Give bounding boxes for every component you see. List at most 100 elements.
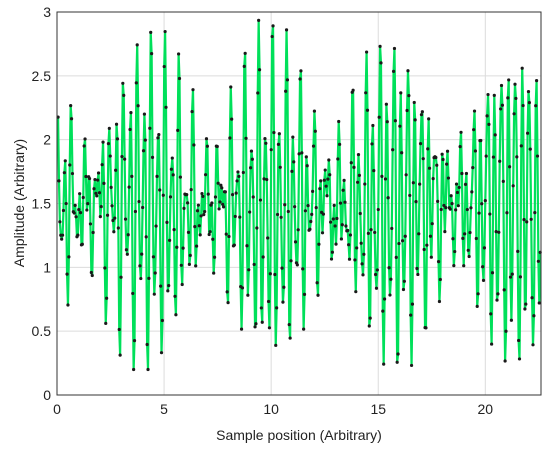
data-point-32 — [85, 208, 89, 212]
data-point-237 — [269, 148, 273, 152]
data-point-59 — [109, 185, 113, 189]
data-point-202 — [238, 215, 242, 219]
data-point-9 — [64, 201, 68, 206]
data-point-491 — [498, 159, 502, 163]
data-point-382 — [400, 151, 404, 155]
data-point-367 — [386, 196, 390, 200]
data-point-509 — [514, 96, 518, 101]
data-point-451 — [462, 264, 466, 268]
data-point-354 — [374, 286, 379, 290]
data-point-482 — [490, 342, 494, 346]
data-point-483 — [490, 271, 495, 275]
data-point-395 — [411, 181, 415, 185]
data-point-88 — [135, 43, 139, 47]
data-point-136 — [178, 175, 182, 179]
data-point-77 — [125, 252, 129, 256]
data-point-434 — [446, 176, 451, 180]
data-point-486 — [493, 133, 497, 137]
data-point-357 — [377, 115, 381, 119]
data-point-199 — [235, 179, 239, 183]
data-point-478 — [486, 92, 490, 97]
data-point-306 — [331, 217, 335, 221]
data-point-353 — [373, 272, 378, 277]
data-point-192 — [229, 85, 233, 89]
data-point-257 — [287, 322, 291, 327]
data-point-475 — [483, 198, 487, 203]
data-point-239 — [271, 24, 275, 28]
data-point-63 — [113, 216, 117, 220]
data-point-503 — [508, 275, 513, 279]
y-tick-label-0: 0 — [43, 387, 51, 403]
data-point-111 — [156, 136, 160, 140]
data-point-429 — [442, 203, 446, 208]
plot-frame — [56, 11, 542, 396]
data-point-70 — [119, 275, 123, 279]
data-point-241 — [273, 272, 277, 277]
y-tick-label-2: 1 — [43, 259, 51, 275]
data-point-498 — [504, 329, 508, 333]
data-point-513 — [517, 357, 522, 361]
data-point-323 — [347, 243, 351, 247]
data-point-24 — [78, 192, 82, 196]
data-point-224 — [257, 68, 262, 72]
data-point-187 — [224, 232, 228, 236]
data-point-331 — [354, 290, 358, 294]
data-point-373 — [391, 69, 396, 73]
data-point-214 — [248, 166, 253, 170]
data-point-37 — [89, 270, 93, 275]
data-point-360 — [380, 174, 384, 178]
data-point-65 — [114, 122, 119, 126]
data-point-218 — [252, 262, 256, 267]
data-point-347 — [368, 316, 372, 320]
data-point-22 — [76, 233, 80, 237]
data-point-83 — [131, 291, 135, 296]
data-point-318 — [342, 178, 346, 182]
data-point-309 — [334, 242, 338, 246]
data-point-133 — [176, 128, 180, 132]
data-point-135 — [177, 76, 182, 81]
data-point-27 — [80, 242, 84, 246]
data-point-336 — [358, 211, 362, 216]
data-point-213 — [248, 210, 252, 214]
data-point-67 — [116, 226, 120, 230]
data-point-68 — [117, 327, 121, 332]
data-point-206 — [241, 170, 245, 175]
data-point-200 — [236, 170, 240, 174]
data-point-180 — [218, 200, 222, 204]
data-point-268 — [297, 152, 301, 156]
data-point-18 — [72, 211, 76, 215]
data-point-205 — [240, 286, 245, 290]
data-point-493 — [499, 83, 504, 88]
data-point-156 — [196, 203, 200, 207]
data-point-392 — [409, 313, 413, 317]
data-point-363 — [382, 297, 387, 301]
data-point-168 — [207, 232, 211, 237]
data-point-52 — [103, 266, 107, 270]
data-point-225 — [258, 198, 263, 202]
y-tick-label-6: 3 — [43, 4, 51, 20]
data-point-147 — [188, 253, 192, 258]
data-point-376 — [394, 255, 398, 259]
data-point-319 — [343, 200, 347, 204]
data-point-317 — [341, 188, 345, 192]
data-point-378 — [396, 352, 400, 356]
data-point-140 — [182, 206, 186, 210]
data-point-108 — [153, 271, 157, 275]
data-point-409 — [424, 326, 428, 330]
data-point-496 — [502, 288, 506, 292]
x-tick-label-0: 0 — [53, 401, 61, 417]
data-point-369 — [388, 293, 392, 297]
data-point-25 — [78, 210, 83, 215]
data-point-307 — [332, 203, 336, 207]
data-point-334 — [356, 153, 361, 157]
data-point-530 — [533, 211, 537, 215]
data-point-345 — [366, 231, 370, 236]
data-point-72 — [121, 81, 125, 85]
data-point-38 — [90, 273, 94, 278]
data-point-193 — [230, 117, 234, 121]
data-point-365 — [384, 102, 388, 106]
data-point-74 — [123, 157, 127, 161]
data-point-62 — [112, 230, 116, 234]
data-point-198 — [234, 191, 238, 195]
data-point-316 — [340, 223, 344, 227]
